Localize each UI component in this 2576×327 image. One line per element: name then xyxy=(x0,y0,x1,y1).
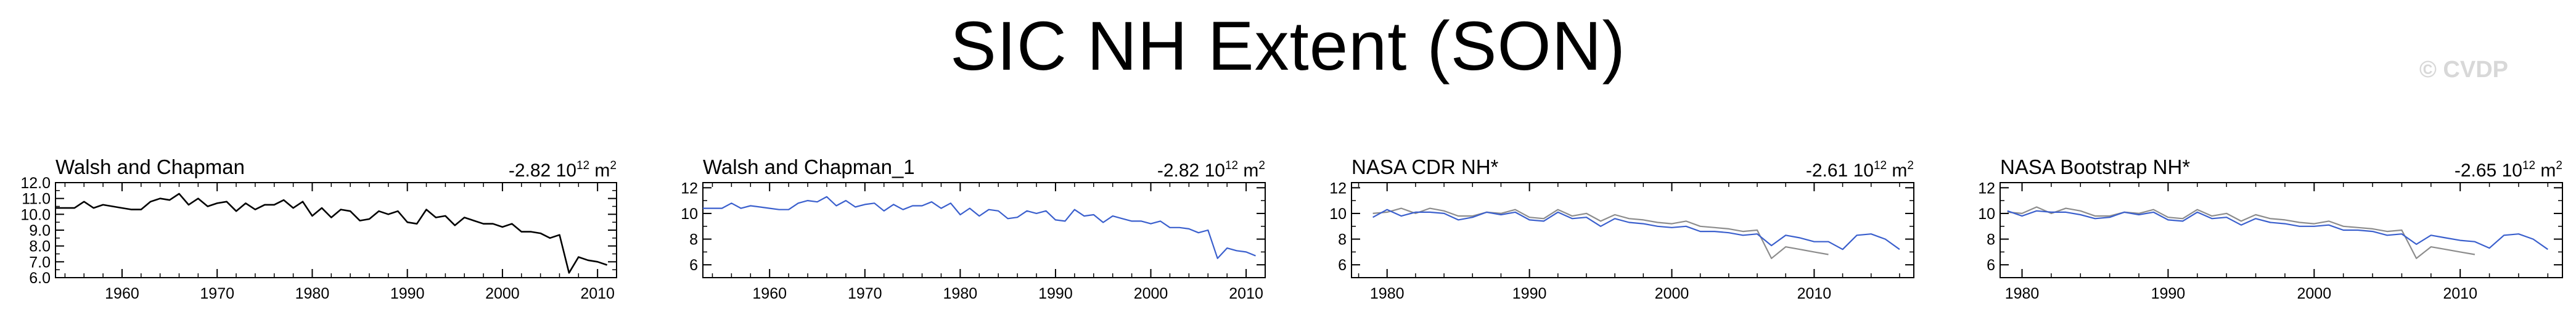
y-tick-label: 11.0 xyxy=(22,191,51,208)
trend-label: -2.82 1012 m2 xyxy=(509,159,617,181)
y-tick-label: 10 xyxy=(681,205,698,223)
trend-value: -2.82 xyxy=(1157,160,1199,181)
x-tick-label: 1970 xyxy=(848,285,882,302)
chart-panel-1: Walsh and Chapman -2.82 1012 m2 6.07.08.09… xyxy=(20,155,617,302)
trend-unit-exponent: 12 xyxy=(1225,159,1238,172)
trend-unit-exponent: 12 xyxy=(2522,159,2535,172)
trend-value: -2.65 xyxy=(2455,160,2496,181)
trend-unit-base: 10 xyxy=(1848,160,1874,181)
series-line-2 xyxy=(2007,210,2548,250)
x-tick-label: 2000 xyxy=(2297,285,2331,302)
chart-panel-4: NASA Bootstrap NH* -2.65 1012 m2681012198… xyxy=(1978,155,2563,302)
trend-unit-exponent: 12 xyxy=(1874,159,1887,172)
trend-value: -2.61 xyxy=(1806,160,1848,181)
panel-title: NASA Bootstrap NH* xyxy=(2000,155,2190,178)
y-tick-label: 6 xyxy=(1338,257,1347,274)
x-tick-label: 2000 xyxy=(485,285,520,302)
x-tick-label: 2010 xyxy=(1797,285,1832,302)
series-line-2 xyxy=(1372,209,1900,250)
x-tick-label: 2010 xyxy=(2443,285,2477,302)
trend-unit-power: 2 xyxy=(610,159,617,172)
y-tick-label: 12 xyxy=(681,180,698,197)
trend-unit: m xyxy=(1887,160,1907,181)
trend-unit-base: 10 xyxy=(551,160,576,181)
trend-unit-base: 10 xyxy=(1199,160,1225,181)
y-tick-label: 10 xyxy=(1329,205,1347,223)
y-tick-label: 9.0 xyxy=(29,222,51,239)
x-tick-label: 1990 xyxy=(2151,285,2186,302)
panel-title: Walsh and Chapman_1 xyxy=(703,155,915,178)
chart-panel-2: Walsh and Chapman_1 -2.82 1012 m268101219… xyxy=(681,155,1266,302)
trend-label: -2.65 1012 m2 xyxy=(2455,159,2562,181)
x-tick-label: 1960 xyxy=(752,285,787,302)
series-line-1 xyxy=(2007,206,2476,259)
x-tick-label: 1990 xyxy=(1512,285,1547,302)
y-tick-label: 8.0 xyxy=(29,238,51,255)
trend-unit: m xyxy=(1238,160,1258,181)
plot-frame xyxy=(2000,182,2563,278)
watermark: © CVDP xyxy=(2419,57,2508,83)
trend-label: -2.82 1012 m2 xyxy=(1157,159,1265,181)
y-tick-label: 10.0 xyxy=(20,206,51,223)
plot-frame xyxy=(55,182,617,278)
trend-unit-power: 2 xyxy=(1907,159,1914,172)
y-tick-label: 8 xyxy=(689,231,698,249)
trend-value: -2.82 xyxy=(509,160,551,181)
x-tick-label: 1990 xyxy=(1038,285,1073,302)
x-tick-label: 2000 xyxy=(1134,285,1168,302)
y-tick-label: 10 xyxy=(1978,205,1995,223)
x-tick-label: 1970 xyxy=(200,285,234,302)
x-tick-label: 1980 xyxy=(1370,285,1405,302)
x-tick-label: 2000 xyxy=(1655,285,1689,302)
plot-frame xyxy=(702,182,1266,278)
y-tick-label: 6 xyxy=(1987,257,1995,274)
y-tick-label: 6.0 xyxy=(29,270,51,287)
trend-unit: m xyxy=(589,160,610,181)
y-tick-label: 6 xyxy=(689,257,698,274)
x-tick-label: 1960 xyxy=(105,285,139,302)
x-tick-label: 1980 xyxy=(2005,285,2040,302)
trend-label: -2.61 1012 m2 xyxy=(1806,159,1914,181)
plot-frame xyxy=(1351,182,1914,278)
y-tick-label: 7.0 xyxy=(29,254,51,271)
panel-title: NASA CDR NH* xyxy=(1352,155,1499,178)
y-tick-label: 12.0 xyxy=(20,175,51,192)
series-line-1 xyxy=(1372,207,1829,259)
y-tick-label: 8 xyxy=(1338,231,1347,249)
x-tick-label: 2010 xyxy=(580,285,615,302)
page-title: SIC NH Extent (SON) xyxy=(950,7,1626,85)
trend-unit-exponent: 12 xyxy=(576,159,589,172)
series-line-1 xyxy=(703,196,1256,259)
y-tick-label: 12 xyxy=(1329,180,1347,197)
x-tick-label: 2010 xyxy=(1229,285,1263,302)
x-tick-label: 1980 xyxy=(943,285,978,302)
x-tick-label: 1980 xyxy=(295,285,330,302)
panel-title: Walsh and Chapman xyxy=(55,155,245,178)
series-line-1 xyxy=(55,192,608,274)
trend-unit-power: 2 xyxy=(1258,159,1265,172)
y-tick-label: 8 xyxy=(1987,231,1995,249)
y-tick-label: 12 xyxy=(1978,180,1995,197)
trend-unit-base: 10 xyxy=(2496,160,2522,181)
x-tick-label: 1990 xyxy=(390,285,425,302)
trend-unit: m xyxy=(2535,160,2556,181)
trend-unit-power: 2 xyxy=(2556,159,2562,172)
